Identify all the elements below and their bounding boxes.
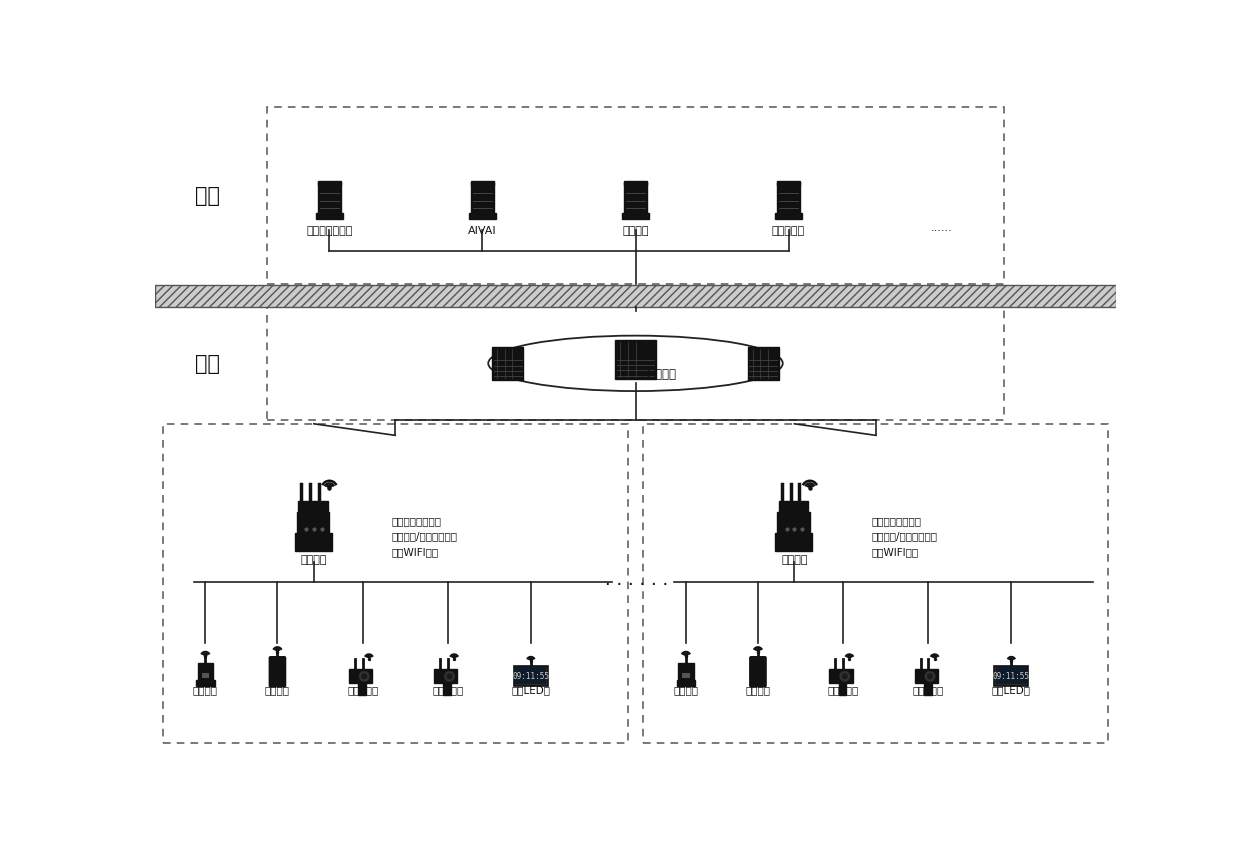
FancyBboxPatch shape: [622, 214, 649, 219]
FancyBboxPatch shape: [775, 214, 802, 219]
FancyBboxPatch shape: [444, 683, 451, 695]
Text: 煤矿大脑: 煤矿大脑: [622, 225, 649, 235]
FancyBboxPatch shape: [295, 533, 332, 551]
FancyBboxPatch shape: [996, 668, 1027, 684]
Text: 应用服务器: 应用服务器: [773, 225, 805, 235]
Circle shape: [446, 674, 453, 679]
FancyBboxPatch shape: [471, 182, 494, 186]
FancyBboxPatch shape: [317, 183, 341, 215]
Text: 超头摄像头: 超头摄像头: [433, 684, 464, 694]
FancyBboxPatch shape: [358, 683, 366, 695]
Circle shape: [839, 671, 851, 682]
FancyBboxPatch shape: [469, 214, 496, 219]
FancyBboxPatch shape: [316, 214, 342, 219]
Text: 无线LED屏: 无线LED屏: [511, 684, 551, 694]
FancyBboxPatch shape: [777, 182, 800, 186]
Text: 09:11:55: 09:11:55: [993, 671, 1030, 680]
FancyBboxPatch shape: [748, 348, 779, 380]
Text: 智能分站: 智能分站: [781, 554, 807, 564]
Text: 超头摄像头: 超头摄像头: [913, 684, 944, 694]
FancyBboxPatch shape: [317, 182, 341, 186]
FancyBboxPatch shape: [924, 683, 931, 695]
Circle shape: [361, 674, 367, 679]
FancyBboxPatch shape: [201, 674, 210, 678]
FancyBboxPatch shape: [838, 683, 847, 695]
Circle shape: [926, 674, 934, 679]
FancyBboxPatch shape: [196, 680, 215, 686]
Text: 提供千兆/万兆网络接入: 提供千兆/万兆网络接入: [392, 531, 458, 541]
Text: 钻机摄像头: 钻机摄像头: [347, 684, 378, 694]
FancyBboxPatch shape: [299, 501, 327, 515]
FancyBboxPatch shape: [750, 657, 766, 687]
Polygon shape: [348, 668, 372, 684]
FancyBboxPatch shape: [777, 513, 810, 536]
FancyBboxPatch shape: [994, 666, 1028, 686]
Text: 井下: 井下: [195, 354, 221, 374]
Circle shape: [444, 671, 455, 682]
FancyBboxPatch shape: [779, 501, 808, 515]
Text: 井下交换机: 井下交换机: [641, 367, 676, 381]
FancyBboxPatch shape: [624, 182, 647, 186]
FancyBboxPatch shape: [471, 183, 494, 215]
Text: 提供组合设备供电: 提供组合设备供电: [392, 516, 441, 526]
Circle shape: [925, 671, 935, 682]
Circle shape: [842, 674, 848, 679]
Text: · · · · · ·: · · · · · ·: [605, 575, 668, 592]
FancyBboxPatch shape: [678, 663, 693, 682]
Text: 智能分站: 智能分站: [300, 554, 327, 564]
Text: AIVAI: AIVAI: [469, 225, 497, 235]
FancyBboxPatch shape: [775, 533, 812, 551]
FancyBboxPatch shape: [516, 668, 547, 684]
Text: 09:11:55: 09:11:55: [512, 671, 549, 680]
FancyBboxPatch shape: [677, 680, 696, 686]
Text: 防爆手机: 防爆手机: [265, 684, 290, 694]
Polygon shape: [915, 668, 937, 684]
FancyBboxPatch shape: [615, 341, 656, 379]
Polygon shape: [434, 668, 458, 684]
FancyBboxPatch shape: [155, 286, 1116, 307]
Text: 提供组合设备供电: 提供组合设备供电: [872, 516, 921, 526]
Text: 提供千兆/万兆网络接入: 提供千兆/万兆网络接入: [872, 531, 937, 541]
FancyBboxPatch shape: [682, 674, 689, 678]
Text: 防爆手机: 防爆手机: [745, 684, 770, 694]
Text: 地面: 地面: [195, 186, 221, 206]
Circle shape: [358, 671, 370, 682]
Text: ······: ······: [931, 225, 952, 235]
Text: 无线广播: 无线广播: [673, 684, 698, 694]
Text: 人工智能服务器: 人工智能服务器: [306, 225, 352, 235]
Text: 提供WIFI覆盖: 提供WIFI覆盖: [392, 546, 439, 556]
FancyBboxPatch shape: [269, 657, 285, 687]
FancyBboxPatch shape: [197, 663, 213, 682]
Text: 提供WIFI覆盖: 提供WIFI覆盖: [872, 546, 919, 556]
Text: 钻机摄像头: 钻机摄像头: [827, 684, 859, 694]
FancyBboxPatch shape: [624, 183, 647, 215]
FancyBboxPatch shape: [296, 513, 330, 536]
Text: 无线广播: 无线广播: [193, 684, 218, 694]
FancyBboxPatch shape: [513, 666, 548, 686]
Polygon shape: [830, 668, 853, 684]
FancyBboxPatch shape: [777, 183, 800, 215]
Text: 无线LED屏: 无线LED屏: [992, 684, 1030, 694]
FancyBboxPatch shape: [492, 348, 523, 380]
